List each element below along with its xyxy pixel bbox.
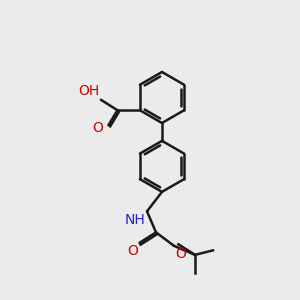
Text: NH: NH: [125, 213, 146, 227]
Text: OH: OH: [78, 84, 99, 98]
Text: O: O: [127, 244, 138, 258]
Text: O: O: [92, 121, 103, 135]
Text: O: O: [176, 247, 186, 261]
